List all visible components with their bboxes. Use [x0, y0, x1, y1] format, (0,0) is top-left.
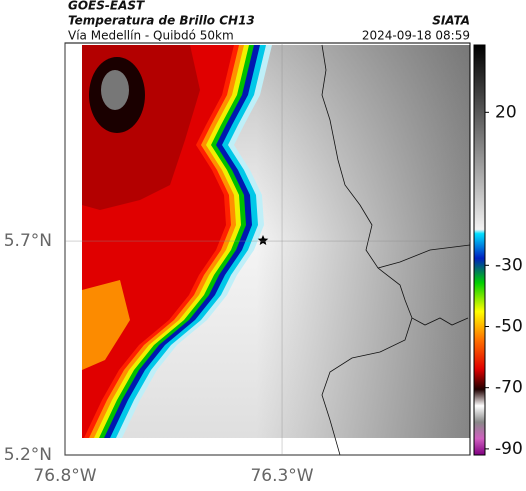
- colorbar-tick-label: -90: [495, 439, 523, 459]
- source: SIATA: [432, 14, 470, 28]
- cloud-orange: [82, 280, 130, 370]
- cloud-top-core: [101, 70, 129, 110]
- satellite: GOES-EAST: [68, 0, 145, 13]
- colorbar-tick-label: -70: [495, 378, 523, 398]
- region: Vía Medellín - Quibdó 50km: [68, 29, 234, 43]
- product: Temperatura de Brillo CH13: [68, 14, 255, 28]
- y-tick-label: 5.7°N: [4, 231, 52, 251]
- y-tick-label: 5.2°N: [4, 445, 52, 465]
- x-tick-label: 76.8°W: [33, 466, 96, 486]
- colorbar-tick-label: -50: [495, 316, 523, 336]
- colorbar: [473, 44, 486, 456]
- location-marker: [257, 235, 269, 245]
- satellite-image: [82, 45, 470, 438]
- colorbar-tick-label: -30: [495, 255, 523, 275]
- x-tick-label: 76.3°W: [250, 466, 313, 486]
- datetime: 2024-09-18 08:59: [362, 29, 470, 43]
- borders: [321, 44, 471, 456]
- colorbar-tick-label: 20: [495, 102, 517, 122]
